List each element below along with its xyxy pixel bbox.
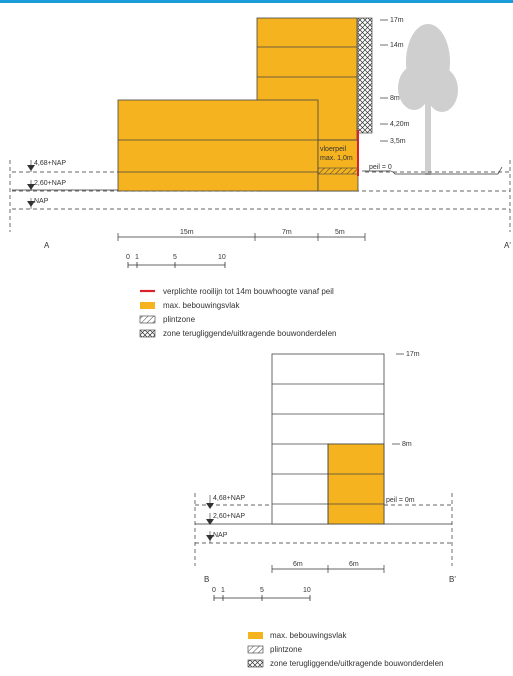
height-420m-label: 4,20m: [390, 121, 410, 128]
dimension-5m-label: 5m: [335, 229, 345, 236]
legend-plint-label: plintzone: [163, 315, 196, 324]
height-8m-label: 8m: [390, 95, 400, 102]
b-plint-swatch: [247, 645, 264, 654]
section-a-end-label: A': [504, 241, 511, 250]
scale-5-label: 5: [173, 254, 177, 261]
legend-red-line-label: verplichte rooilijn tot 14m bouwhoogte v…: [163, 287, 334, 296]
b-legend-plint-label: plintzone: [270, 645, 303, 654]
top-accent-bar: [0, 0, 513, 3]
b-legend-bebouwing-label: max. bebouwingsvlak: [270, 631, 347, 640]
section-a-start-label: A: [44, 241, 50, 250]
legend-zone-label: zone terugliggende/uitkragende bouwonder…: [163, 329, 336, 338]
vloerpeil-label: vloerpeil: [320, 146, 347, 153]
peil-label: peil = 0: [369, 164, 392, 171]
b-level-260-label: 2,60+NAP: [213, 513, 245, 520]
scale-bar: [127, 262, 226, 268]
dimension-15m-label: 15m: [180, 229, 194, 236]
level-nap-label: NAP: [34, 198, 49, 205]
zone-swatch: [139, 329, 156, 338]
b-level-nap-label: NAP: [213, 532, 228, 539]
height-17m-label: 17m: [390, 17, 404, 24]
dimension-7m-label: 7m: [282, 229, 292, 236]
height-35m-label: 3,5m: [390, 138, 406, 145]
bebouwing-swatch: [140, 302, 155, 309]
section-b-end-label: B': [449, 575, 456, 584]
legend-bebouwing-label: max. bebouwingsvlak: [163, 301, 240, 310]
b-height-8m-label: 8m: [402, 441, 412, 448]
height-14m-label: 14m: [390, 42, 404, 49]
b-peil-label: peil = 0m: [386, 497, 415, 504]
plint-swatch: [139, 315, 156, 324]
b-scale-1-label: 1: [221, 587, 225, 594]
scale-10-label: 10: [218, 254, 226, 261]
section-a: 17m 14m 8m 4,20m 3,5m vloerpeil max. 1,0…: [9, 17, 511, 268]
b-legend-zone-label: zone terugliggende/uitkragende bouwonder…: [270, 659, 443, 668]
b-scale-bar: [213, 595, 311, 601]
legend-a: verplichte rooilijn tot 14m bouwhoogte v…: [139, 287, 336, 338]
b-scale-5-label: 5: [260, 587, 264, 594]
section-b-start-label: B: [204, 575, 209, 584]
section-b: 17m 8m peil = 0m 4,68+NAP 2,60+NAP NAP B…: [194, 351, 456, 601]
tree-icon: [398, 24, 458, 175]
level-468-label: 4,68+NAP: [34, 160, 66, 167]
building-mass: [117, 17, 373, 192]
level-260-label: 2,60+NAP: [34, 180, 66, 187]
b-dimension-6m-left-label: 6m: [293, 561, 303, 568]
b-level-468-label: 4,68+NAP: [213, 495, 245, 502]
vloerpeil-max-label: max. 1,0m: [320, 155, 353, 162]
b-scale-0-label: 0: [212, 587, 216, 594]
b-zone-swatch: [247, 659, 264, 668]
b-bebouwing-swatch: [248, 632, 263, 639]
scale-0-label: 0: [126, 254, 130, 261]
legend-b: max. bebouwingsvlak plintzone zone terug…: [247, 631, 443, 668]
b-scale-10-label: 10: [303, 587, 311, 594]
b-height-17m-label: 17m: [406, 351, 420, 358]
building-b: [271, 353, 385, 525]
scale-1-label: 1: [135, 254, 139, 261]
b-dimension-6m-right-label: 6m: [349, 561, 359, 568]
